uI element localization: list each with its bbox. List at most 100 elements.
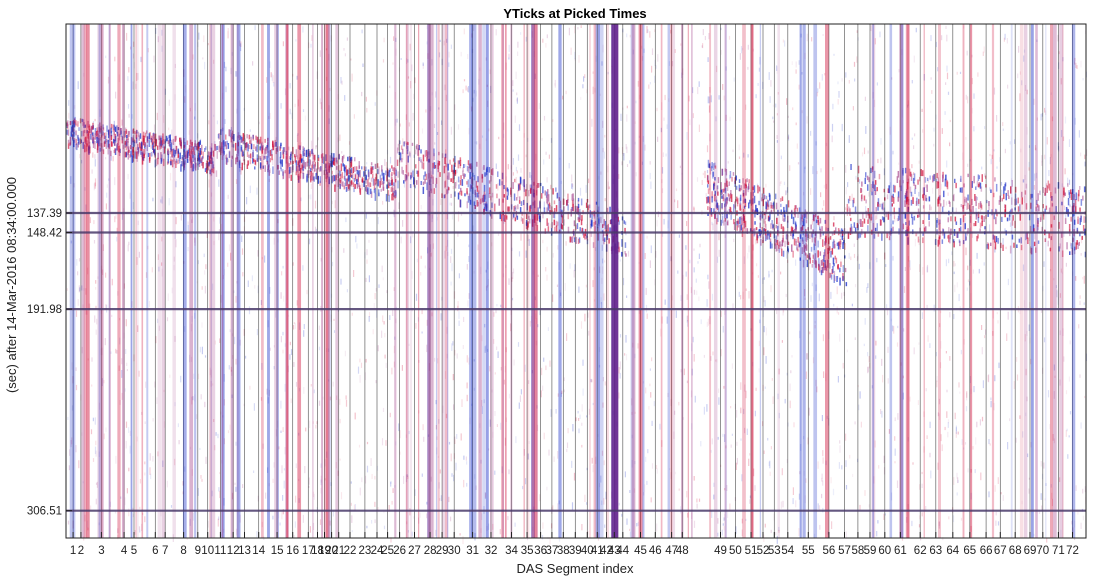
arrival-speck xyxy=(1021,191,1023,198)
noise-speck xyxy=(93,183,95,191)
arrival-speck xyxy=(82,141,84,149)
noise-speck xyxy=(505,417,507,422)
noise-speck xyxy=(804,495,806,504)
noise-speck xyxy=(287,314,290,317)
noise-speck xyxy=(647,29,649,33)
noise-speck xyxy=(366,107,368,113)
noise-speck xyxy=(754,410,756,417)
noise-speck xyxy=(592,86,594,95)
arrival-speck xyxy=(462,167,464,172)
arrival-speck xyxy=(539,216,541,223)
noise-speck xyxy=(454,439,456,444)
arrival-speck xyxy=(571,207,574,212)
noise-speck xyxy=(351,515,353,523)
arrival-speck xyxy=(1037,222,1039,231)
noise-speck xyxy=(111,278,113,286)
noise-speck xyxy=(1006,38,1008,44)
arrival-speck xyxy=(428,173,430,179)
noise-speck xyxy=(907,437,909,442)
arrival-speck xyxy=(838,243,841,249)
noise-speck xyxy=(354,504,356,511)
arrival-speck xyxy=(221,142,223,149)
noise-speck xyxy=(473,387,475,391)
arrival-speck xyxy=(320,154,323,159)
arrival-speck xyxy=(467,179,469,188)
noise-speck xyxy=(208,179,210,188)
noise-speck xyxy=(785,190,787,196)
noise-speck xyxy=(694,395,696,403)
arrival-speck xyxy=(726,197,728,201)
noise-speck xyxy=(184,326,186,332)
arrival-speck xyxy=(94,141,96,149)
noise-speck xyxy=(565,90,567,95)
noise-speck xyxy=(479,67,481,71)
arrival-speck xyxy=(371,166,374,174)
noise-speck xyxy=(275,136,277,143)
noise-speck xyxy=(394,336,396,340)
noise-speck xyxy=(145,272,148,278)
noise-speck xyxy=(276,420,279,428)
noise-speck xyxy=(204,61,206,70)
noise-speck xyxy=(581,524,583,531)
noise-speck xyxy=(117,535,119,540)
noise-speck xyxy=(631,460,633,468)
arrival-speck xyxy=(263,155,266,159)
arrival-speck xyxy=(262,165,264,169)
noise-speck xyxy=(954,263,956,267)
arrival-speck xyxy=(492,168,494,176)
noise-speck xyxy=(716,65,718,73)
arrival-speck xyxy=(757,185,759,194)
noise-speck xyxy=(870,25,872,32)
arrival-speck xyxy=(897,215,900,221)
arrival-speck xyxy=(579,227,581,232)
noise-speck xyxy=(806,353,808,360)
noise-speck xyxy=(174,233,176,239)
noise-speck xyxy=(463,28,465,35)
noise-speck xyxy=(249,385,251,390)
arrival-speck xyxy=(448,172,450,180)
noise-speck xyxy=(907,504,909,512)
noise-speck xyxy=(548,154,550,159)
noise-speck xyxy=(965,406,968,412)
noise-speck xyxy=(245,355,247,359)
arrival-speck xyxy=(391,171,393,177)
noise-speck xyxy=(496,424,498,427)
arrival-speck xyxy=(311,149,313,154)
noise-speck xyxy=(510,323,512,332)
arrival-speck xyxy=(344,173,346,181)
noise-speck xyxy=(218,233,220,241)
noise-speck xyxy=(356,243,358,249)
noise-speck xyxy=(402,154,404,160)
noise-speck xyxy=(668,98,670,102)
arrival-speck xyxy=(110,150,112,157)
noise-speck xyxy=(1080,522,1082,529)
arrival-speck xyxy=(162,158,165,167)
noise-speck xyxy=(776,65,778,71)
arrival-speck xyxy=(796,244,799,248)
noise-speck xyxy=(840,258,842,263)
noise-speck xyxy=(365,277,367,282)
arrival-speck xyxy=(312,165,315,169)
noise-speck xyxy=(169,161,171,164)
arrival-speck xyxy=(370,188,372,195)
noise-speck xyxy=(963,25,965,29)
noise-speck xyxy=(626,33,628,38)
arrival-speck xyxy=(522,218,524,224)
arrival-speck xyxy=(346,178,348,187)
noise-speck xyxy=(792,107,794,111)
arrival-speck xyxy=(201,144,203,151)
arrival-speck xyxy=(150,137,153,143)
noise-speck xyxy=(931,90,933,94)
arrival-speck xyxy=(296,155,299,159)
noise-speck xyxy=(354,412,356,420)
noise-speck xyxy=(763,347,765,356)
arrival-speck xyxy=(802,221,804,227)
arrival-speck xyxy=(522,199,525,206)
arrival-speck xyxy=(922,220,924,224)
noise-speck xyxy=(482,166,484,172)
noise-speck xyxy=(178,440,180,445)
noise-speck xyxy=(318,400,321,406)
noise-speck xyxy=(89,303,91,310)
noise-speck xyxy=(174,335,176,342)
noise-speck xyxy=(207,520,209,528)
